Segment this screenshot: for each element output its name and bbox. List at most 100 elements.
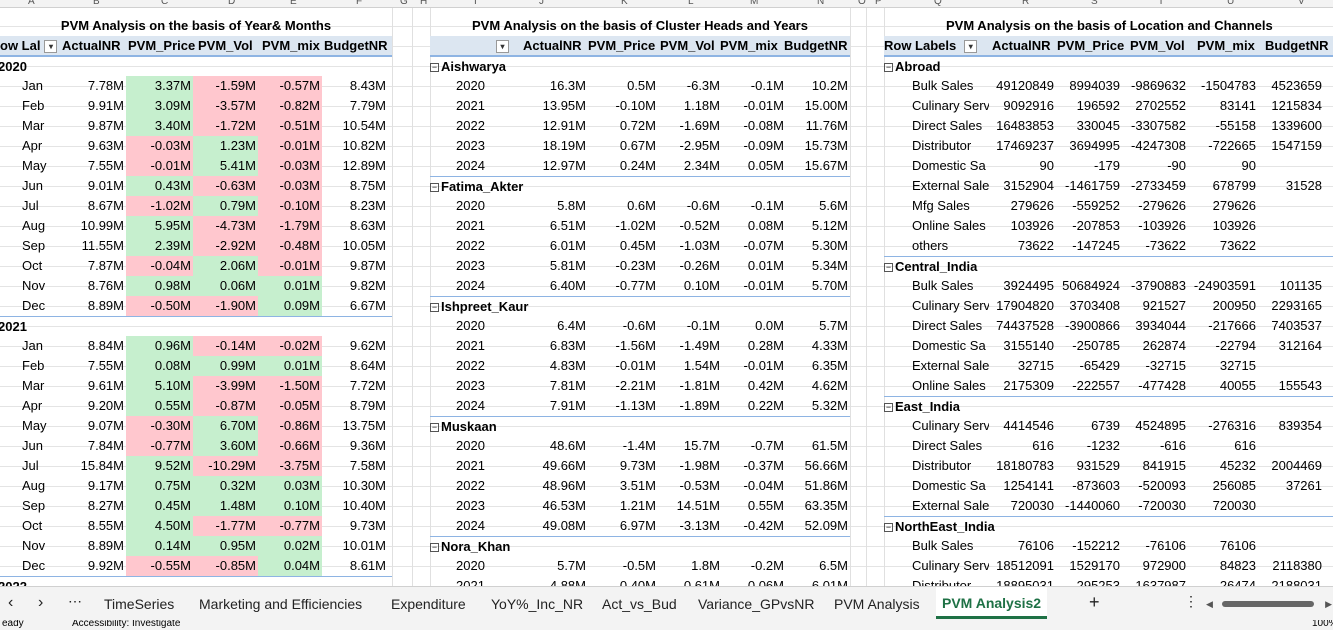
value-cell[interactable]: -1.79M — [258, 216, 322, 236]
row-label[interactable]: May — [22, 418, 47, 433]
value-cell[interactable]: -1.13M — [615, 398, 656, 413]
collapse-icon[interactable]: − — [884, 262, 893, 273]
value-cell[interactable]: 5.34M — [811, 258, 848, 273]
row-label[interactable]: Domestic Sa — [912, 338, 986, 353]
filter-dropdown-icon[interactable]: ▾ — [964, 40, 978, 53]
row-label[interactable]: 2022 — [456, 478, 485, 493]
value-cell[interactable]: 2.39M — [126, 236, 193, 256]
value-cell[interactable]: -1.69M — [679, 118, 720, 133]
row-label[interactable]: Online Sales — [912, 378, 986, 393]
value-cell[interactable]: 49.66M — [542, 458, 586, 473]
value-cell[interactable]: 84823 — [1219, 558, 1256, 573]
group-row[interactable]: − Ishpreet_Kaur — [430, 296, 850, 316]
value-cell[interactable]: 921527 — [1142, 298, 1186, 313]
value-cell[interactable]: 0.28M — [747, 338, 784, 353]
row-label[interactable]: 2024 — [456, 398, 485, 413]
value-cell[interactable]: 13.95M — [542, 98, 586, 113]
value-cell[interactable]: 196592 — [1076, 98, 1120, 113]
value-cell[interactable]: -1.02M — [126, 196, 193, 216]
value-cell[interactable]: 3152904 — [1003, 178, 1054, 193]
column-header-1[interactable]: ActualNR — [992, 38, 1051, 53]
row-label[interactable]: Direct Sales — [912, 318, 983, 333]
value-cell[interactable]: 17469237 — [996, 138, 1054, 153]
value-cell[interactable]: -103926 — [1138, 218, 1186, 233]
row-label[interactable]: Sep — [22, 498, 46, 513]
value-cell[interactable]: 8.43M — [349, 78, 386, 93]
column-letter-A[interactable]: A — [28, 0, 35, 7]
value-cell[interactable]: 5.8M — [557, 198, 586, 213]
value-cell[interactable] — [1258, 196, 1324, 216]
row-label[interactable]: Distributor — [912, 578, 972, 586]
value-cell[interactable]: 76106 — [1017, 538, 1054, 553]
value-cell[interactable]: 15.7M — [683, 438, 720, 453]
value-cell[interactable]: 10.99M — [80, 218, 124, 233]
column-header-1[interactable]: ActualNR — [62, 38, 121, 53]
group-row[interactable]: − NorthEast_India — [884, 516, 1333, 536]
column-letter-S[interactable]: S — [1091, 0, 1098, 7]
value-cell[interactable]: 8.61M — [349, 558, 386, 573]
value-cell[interactable]: -0.7M — [750, 438, 784, 453]
value-cell[interactable]: 312164 — [1278, 338, 1322, 353]
add-sheet-icon[interactable]: + — [1089, 592, 1100, 612]
value-cell[interactable]: -0.23M — [615, 258, 656, 273]
value-cell[interactable]: -873603 — [1072, 478, 1120, 493]
sheet-tab-pvm-analysis[interactable]: PVM Analysis — [834, 596, 920, 612]
value-cell[interactable]: 7.81M — [549, 378, 586, 393]
value-cell[interactable]: 2.06M — [193, 256, 258, 276]
value-cell[interactable]: 8.75M — [349, 178, 386, 193]
value-cell[interactable]: 8.23M — [349, 198, 386, 213]
value-cell[interactable]: -3.57M — [193, 96, 258, 116]
value-cell[interactable]: 3.60M — [193, 436, 258, 456]
value-cell[interactable]: 1529170 — [1069, 558, 1120, 573]
value-cell[interactable] — [1258, 216, 1324, 236]
value-cell[interactable]: 5.41M — [193, 156, 258, 176]
group-row[interactable]: − Nora_Khan — [430, 536, 850, 556]
row-label[interactable]: Bulk Sales — [912, 538, 974, 553]
value-cell[interactable]: 9.52M — [126, 456, 193, 476]
filter-dropdown-icon[interactable]: ▾ — [496, 40, 509, 53]
value-cell[interactable]: 9.73M — [349, 518, 386, 533]
value-cell[interactable]: -1.59M — [193, 76, 258, 96]
column-header-2[interactable]: PVM_Price — [128, 38, 196, 53]
row-label[interactable]: 2021 — [456, 218, 485, 233]
value-cell[interactable]: -722665 — [1208, 138, 1256, 153]
value-cell[interactable]: 841915 — [1142, 458, 1186, 473]
sheet-tab-marketing-and-efficiencies[interactable]: Marketing and Efficiencies — [199, 596, 363, 612]
value-cell[interactable]: 0.22M — [747, 398, 784, 413]
row-labels-header[interactable]: Row Labels ▾ — [884, 38, 989, 53]
row-labels-header[interactable]: ow Lal ▾ — [0, 38, 60, 53]
value-cell[interactable]: -276316 — [1208, 418, 1256, 433]
row-label[interactable]: Aug — [22, 478, 46, 493]
value-cell[interactable]: -0.57M — [258, 76, 322, 96]
collapse-icon[interactable]: − — [884, 402, 893, 413]
column-header-3[interactable]: PVM_Vol — [198, 38, 253, 53]
value-cell[interactable]: 2118380 — [1272, 558, 1322, 573]
value-cell[interactable]: -0.87M — [193, 396, 258, 416]
value-cell[interactable]: -0.66M — [258, 436, 322, 456]
value-cell[interactable]: -0.6M — [686, 198, 720, 213]
value-cell[interactable]: 9.63M — [87, 138, 124, 153]
value-cell[interactable]: 12.97M — [542, 158, 586, 173]
value-cell[interactable]: -0.02M — [258, 336, 322, 356]
row-label[interactable]: Jul — [22, 198, 39, 213]
value-cell[interactable]: -0.30M — [126, 416, 193, 436]
value-cell[interactable]: -0.01M — [743, 358, 784, 373]
row-label[interactable]: Direct Sales — [912, 118, 983, 133]
value-cell[interactable]: -1504783 — [1201, 78, 1256, 93]
value-cell[interactable]: -73622 — [1145, 238, 1186, 253]
row-label[interactable]: Aug — [22, 218, 46, 233]
more-sheets-icon[interactable]: ⋯ — [68, 593, 82, 609]
value-cell[interactable]: -0.05M — [258, 396, 322, 416]
row-label[interactable]: External Sale — [912, 498, 989, 513]
value-cell[interactable]: -0.07M — [743, 238, 784, 253]
value-cell[interactable]: 5.32M — [811, 398, 848, 413]
value-cell[interactable]: -0.08M — [743, 118, 784, 133]
value-cell[interactable]: 4524895 — [1135, 418, 1186, 433]
value-cell[interactable]: 2702552 — [1135, 98, 1186, 113]
value-cell[interactable]: -0.5M — [622, 558, 656, 573]
value-cell[interactable]: 6.51M — [549, 218, 586, 233]
value-cell[interactable]: 10.54M — [342, 118, 386, 133]
value-cell[interactable]: 200950 — [1212, 298, 1256, 313]
value-cell[interactable] — [1258, 356, 1324, 376]
value-cell[interactable]: 52.09M — [804, 518, 848, 533]
